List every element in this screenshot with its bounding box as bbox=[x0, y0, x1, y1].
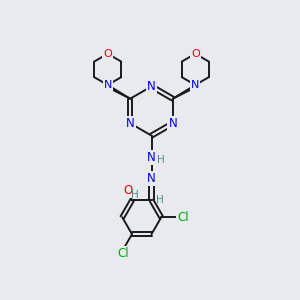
Text: N: N bbox=[147, 80, 156, 93]
Text: N: N bbox=[147, 172, 156, 185]
Text: N: N bbox=[168, 117, 177, 130]
Text: O: O bbox=[123, 184, 132, 197]
Text: H: H bbox=[156, 195, 164, 206]
Text: N: N bbox=[147, 151, 156, 164]
Text: N: N bbox=[126, 117, 135, 130]
Text: H: H bbox=[131, 190, 138, 200]
Text: Cl: Cl bbox=[117, 247, 129, 260]
Text: N: N bbox=[103, 82, 112, 92]
Text: Cl: Cl bbox=[177, 211, 189, 224]
Text: N: N bbox=[191, 82, 200, 92]
Text: O: O bbox=[103, 49, 112, 59]
Text: N: N bbox=[103, 80, 112, 90]
Text: O: O bbox=[191, 49, 200, 59]
Text: H: H bbox=[157, 154, 165, 165]
Text: N: N bbox=[191, 80, 200, 90]
